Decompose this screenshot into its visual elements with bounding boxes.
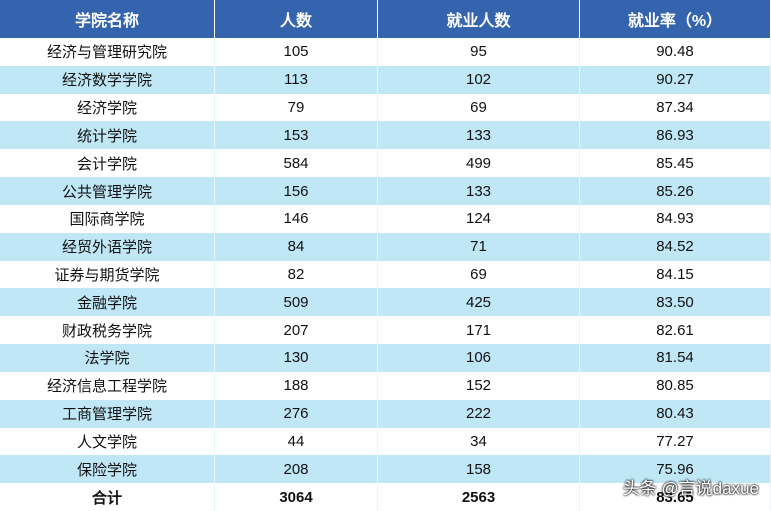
- table-cell: 85.26: [580, 177, 771, 205]
- table-cell: 152: [378, 371, 580, 400]
- table-cell: 133: [378, 177, 580, 205]
- table-cell: 77.27: [580, 427, 771, 456]
- table-cell: 188: [215, 371, 378, 400]
- table-cell: 584: [215, 149, 378, 178]
- table-cell: 保险学院: [0, 455, 215, 484]
- table-cell: 158: [378, 455, 580, 484]
- table-cell: 81.54: [580, 344, 771, 372]
- table-cell: 财政税务学院: [0, 316, 215, 345]
- table-cell: 71: [378, 232, 580, 261]
- table-cell: 34: [378, 427, 580, 456]
- table-cell: 人文学院: [0, 427, 215, 456]
- table-cell: 95: [378, 38, 580, 66]
- table-cell: 276: [215, 399, 378, 428]
- table-cell: 207: [215, 316, 378, 345]
- header-cell: 学院名称: [0, 0, 215, 38]
- total-cell: 合计: [0, 483, 215, 511]
- header-cell: 就业人数: [378, 0, 580, 38]
- table-cell: 113: [215, 65, 378, 94]
- table-cell: 经济与管理研究院: [0, 38, 215, 66]
- table-cell: 106: [378, 344, 580, 372]
- table-cell: 425: [378, 288, 580, 317]
- table-cell: 85.45: [580, 149, 771, 178]
- table-cell: 130: [215, 344, 378, 372]
- table-cell: 156: [215, 177, 378, 205]
- table-cell: 84.93: [580, 204, 771, 233]
- table-cell: 124: [378, 204, 580, 233]
- total-cell: 3064: [215, 483, 378, 511]
- table-cell: 79: [215, 93, 378, 122]
- table-cell: 国际商学院: [0, 204, 215, 233]
- total-cell: 2563: [378, 483, 580, 511]
- table-cell: 105: [215, 38, 378, 66]
- watermark: 头条 @言说daxue: [622, 479, 759, 498]
- table-cell: 公共管理学院: [0, 177, 215, 205]
- table-cell: 82.61: [580, 316, 771, 345]
- table-cell: 509: [215, 288, 378, 317]
- table-cell: 经贸外语学院: [0, 232, 215, 261]
- table-cell: 86.93: [580, 121, 771, 150]
- table-cell: 经济学院: [0, 93, 215, 122]
- table-cell: 75.96: [580, 455, 771, 484]
- table-cell: 83.50: [580, 288, 771, 317]
- table-cell: 153: [215, 121, 378, 150]
- table-cell: 82: [215, 260, 378, 289]
- table-cell: 84: [215, 232, 378, 261]
- table-cell: 90.48: [580, 38, 771, 66]
- table-cell: 金融学院: [0, 288, 215, 317]
- table-cell: 证券与期货学院: [0, 260, 215, 289]
- table-cell: 69: [378, 260, 580, 289]
- table-cell: 工商管理学院: [0, 399, 215, 428]
- table-cell: 133: [378, 121, 580, 150]
- table-cell: 69: [378, 93, 580, 122]
- table-cell: 44: [215, 427, 378, 456]
- table-cell: 经济数学学院: [0, 65, 215, 94]
- table-cell: 87.34: [580, 93, 771, 122]
- table-cell: 499: [378, 149, 580, 178]
- table-cell: 统计学院: [0, 121, 215, 150]
- table-cell: 146: [215, 204, 378, 233]
- header-cell: 人数: [215, 0, 378, 38]
- table-cell: 84.15: [580, 260, 771, 289]
- table-cell: 会计学院: [0, 149, 215, 178]
- table-cell: 80.43: [580, 399, 771, 428]
- table-cell: 80.85: [580, 371, 771, 400]
- table-cell: 222: [378, 399, 580, 428]
- header-cell: 就业率（%）: [580, 0, 771, 38]
- table-cell: 102: [378, 65, 580, 94]
- table-cell: 法学院: [0, 344, 215, 372]
- table-cell: 84.52: [580, 232, 771, 261]
- table-cell: 90.27: [580, 65, 771, 94]
- table-cell: 208: [215, 455, 378, 484]
- table-cell: 171: [378, 316, 580, 345]
- table-cell: 经济信息工程学院: [0, 371, 215, 400]
